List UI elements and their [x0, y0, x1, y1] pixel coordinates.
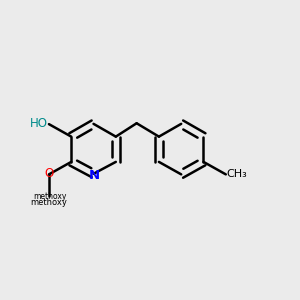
Text: methoxy: methoxy — [34, 192, 67, 201]
Text: O: O — [44, 167, 54, 180]
Text: CH₃: CH₃ — [227, 169, 248, 179]
Text: methoxy: methoxy — [31, 198, 68, 207]
Text: N: N — [89, 169, 100, 182]
Text: HO: HO — [29, 117, 47, 130]
